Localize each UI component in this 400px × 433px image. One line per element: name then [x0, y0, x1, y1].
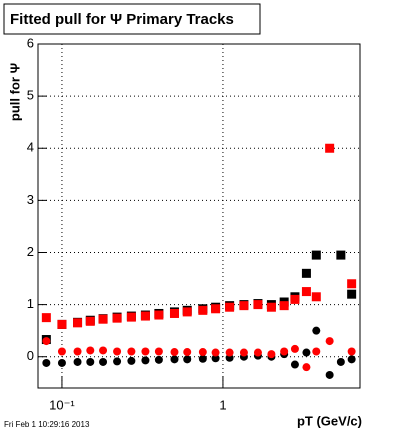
point: [170, 355, 179, 364]
point: [225, 348, 234, 357]
point: [347, 347, 356, 356]
point: [325, 370, 334, 379]
point: [42, 358, 51, 367]
point: [154, 347, 163, 356]
point: [57, 347, 66, 356]
point: [126, 312, 136, 322]
y-tick-label: 2: [27, 244, 34, 259]
point: [57, 358, 66, 367]
point: [225, 302, 235, 312]
point: [211, 348, 220, 357]
point: [336, 250, 346, 260]
point: [290, 360, 299, 369]
point: [73, 347, 82, 356]
y-tick-label: 3: [27, 192, 34, 207]
point: [301, 287, 311, 297]
point: [113, 357, 122, 366]
point: [325, 143, 335, 153]
point: [239, 348, 248, 357]
point: [311, 250, 321, 260]
point: [312, 347, 321, 356]
point: [112, 313, 122, 323]
y-tick-label: 0: [27, 348, 34, 363]
point: [253, 348, 262, 357]
point: [86, 346, 95, 355]
chart-title: Fitted pull for Ψ Primary Tracks: [10, 11, 234, 28]
point: [86, 357, 95, 366]
point: [336, 357, 345, 366]
point: [41, 313, 51, 323]
point: [183, 355, 192, 364]
point: [141, 356, 150, 365]
point: [198, 354, 207, 363]
y-tick-label: 4: [27, 140, 34, 155]
point: [154, 355, 163, 364]
point: [98, 314, 108, 324]
point: [85, 316, 95, 326]
point: [347, 355, 356, 364]
point: [99, 346, 108, 355]
point: [301, 268, 311, 278]
point: [302, 348, 311, 357]
point: [141, 347, 150, 356]
point: [57, 319, 67, 329]
y-tick-label: 1: [27, 296, 34, 311]
point: [280, 347, 289, 356]
y-tick-label: 6: [27, 35, 34, 50]
point: [211, 354, 220, 363]
point: [347, 279, 357, 289]
point: [99, 357, 108, 366]
plot-frame: [37, 43, 361, 389]
point: [253, 300, 263, 310]
point: [347, 289, 357, 299]
x-tick-label: 10⁻¹: [49, 397, 75, 412]
point: [127, 347, 136, 356]
point: [267, 350, 276, 359]
point: [198, 305, 208, 315]
y-axis-label: pull for Ψ: [7, 63, 22, 121]
x-axis-label: pT (GeV/c): [297, 413, 362, 428]
y-tick-label: 5: [27, 88, 34, 103]
point: [169, 308, 179, 318]
point: [140, 311, 150, 321]
point: [302, 363, 311, 372]
point: [73, 318, 83, 328]
point: [312, 326, 321, 335]
point: [211, 304, 221, 314]
point: [154, 310, 164, 320]
point: [279, 301, 289, 311]
point: [325, 337, 334, 346]
point: [183, 348, 192, 357]
point: [182, 307, 192, 317]
timestamp: Fri Feb 1 10:29:16 2013: [4, 420, 90, 429]
point: [127, 356, 136, 365]
x-tick-label: 1: [219, 397, 226, 412]
point: [42, 337, 51, 346]
point: [170, 348, 179, 357]
point: [290, 344, 299, 353]
point: [239, 301, 249, 311]
title-box: [3, 3, 261, 35]
point: [198, 348, 207, 357]
point: [266, 302, 276, 312]
point: [73, 357, 82, 366]
point: [290, 294, 300, 304]
point: [113, 347, 122, 356]
point: [311, 292, 321, 302]
